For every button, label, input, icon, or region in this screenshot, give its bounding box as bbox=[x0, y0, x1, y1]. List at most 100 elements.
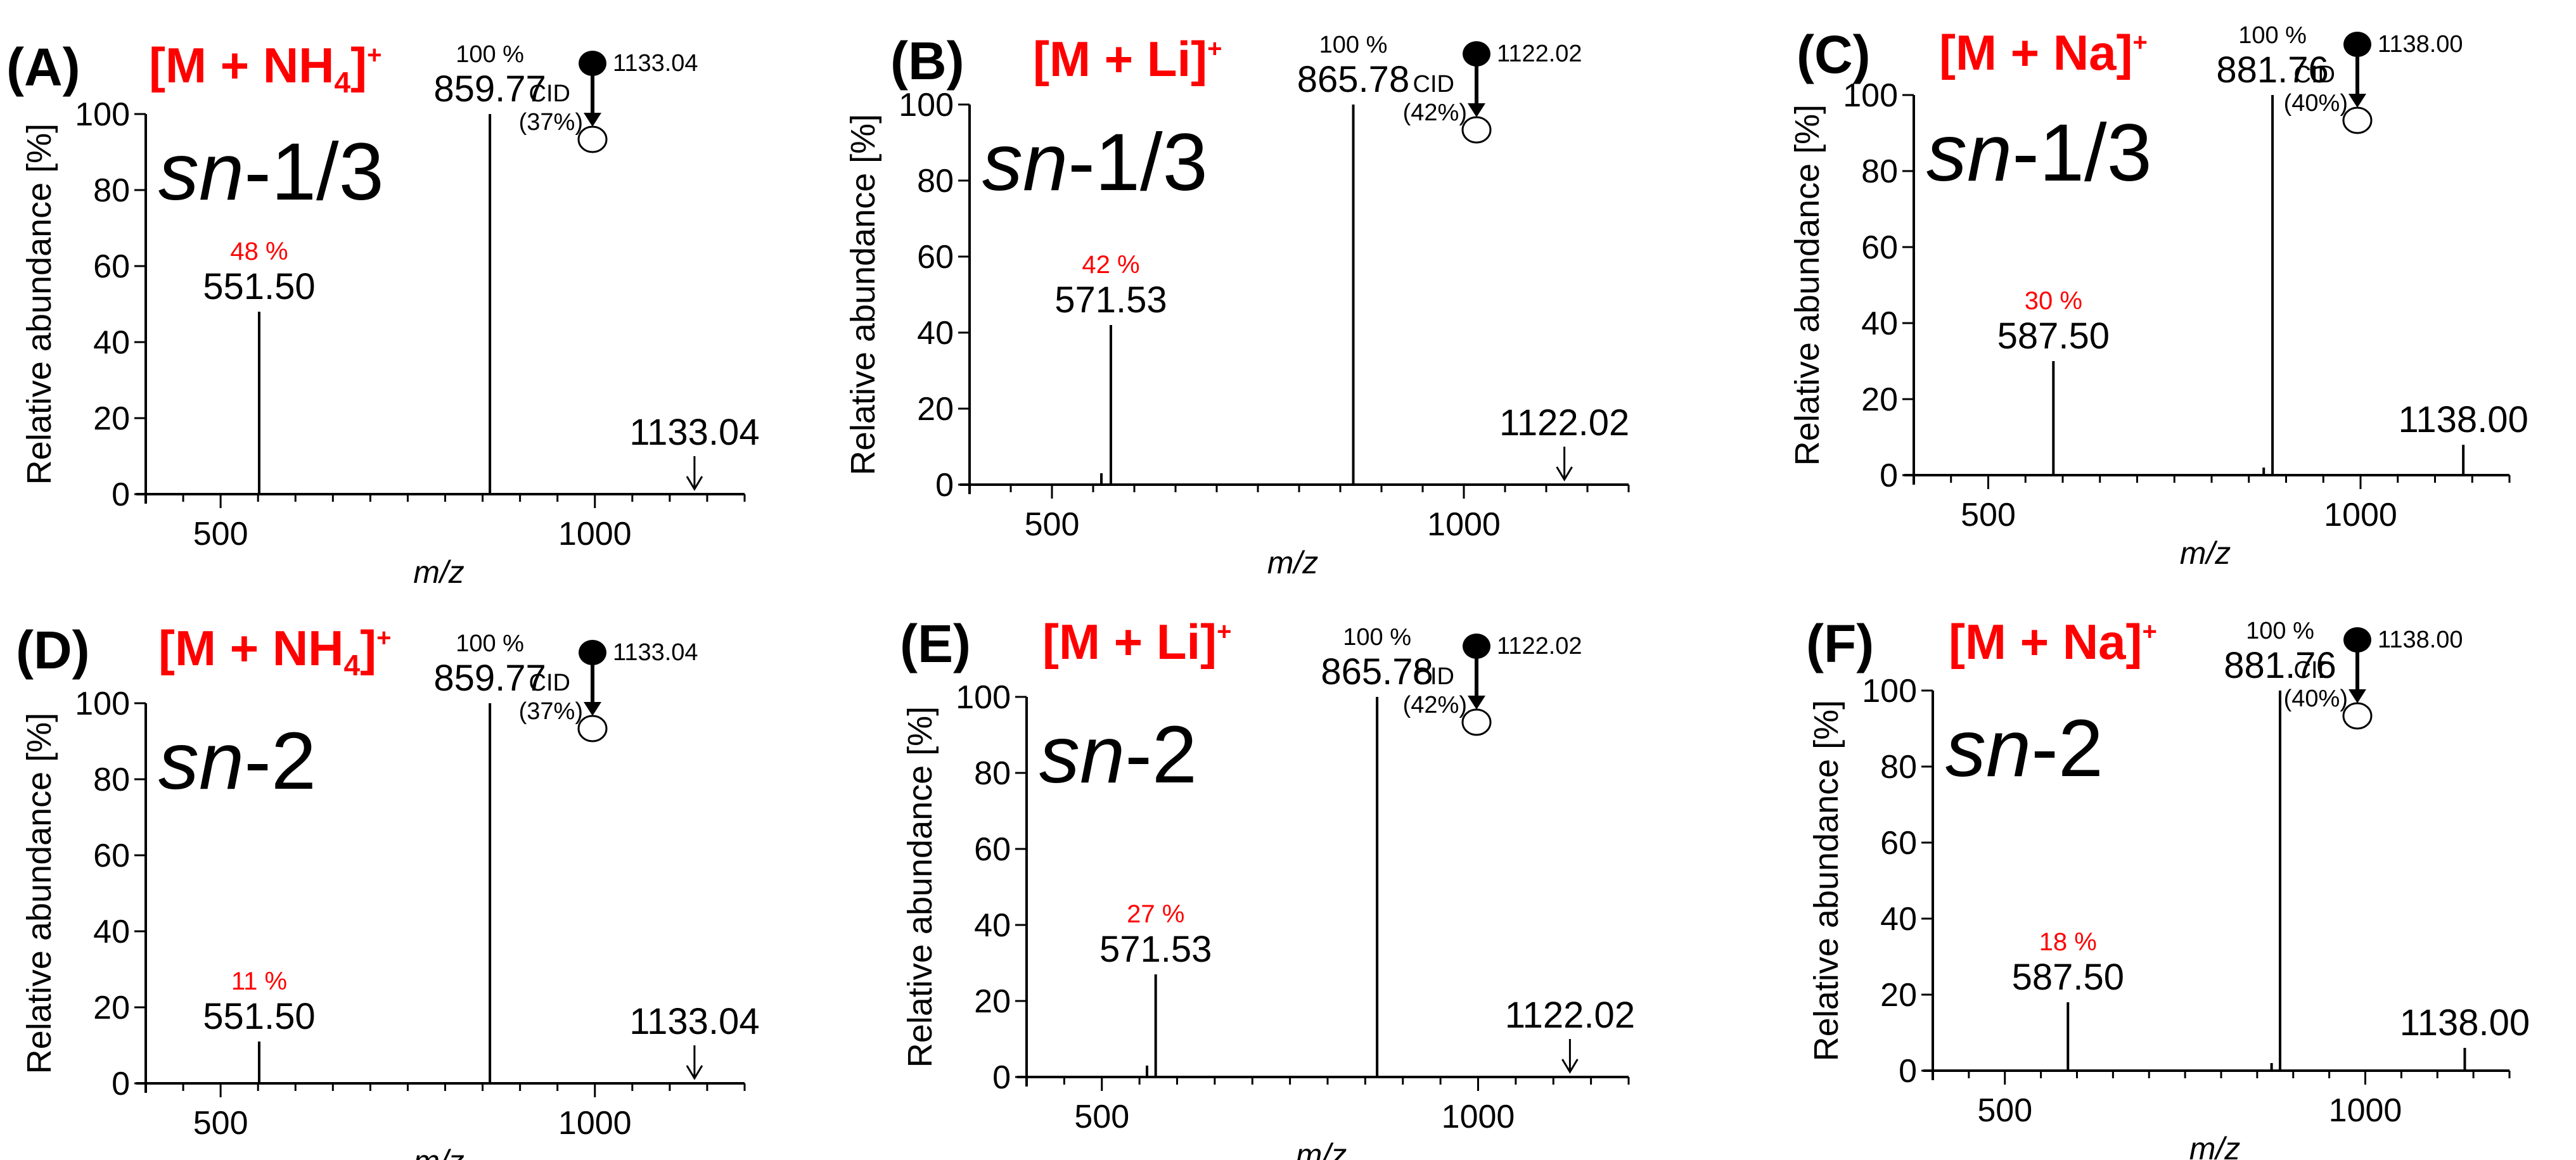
peak-mz-label: 859.77 bbox=[433, 658, 546, 699]
peak-percent-label: 30 % bbox=[2025, 287, 2082, 315]
y-tick-label: 60 bbox=[93, 248, 130, 285]
y-tick-label: 80 bbox=[917, 163, 954, 200]
adduct-main: [M + Li] bbox=[1042, 614, 1217, 670]
fragment-ion-icon bbox=[577, 125, 608, 153]
cid-label: CID bbox=[529, 670, 570, 696]
y-axis-label: Relative abundance [%] bbox=[1788, 105, 1826, 466]
cid-arrowhead-icon bbox=[584, 702, 601, 716]
panel-label: (B) bbox=[890, 31, 964, 91]
sn-suffix: -2 bbox=[1125, 710, 1197, 800]
x-tick-label: 500 bbox=[1961, 497, 2016, 533]
panel-label: (F) bbox=[1806, 614, 1874, 673]
precursor-ion-icon bbox=[1463, 41, 1490, 67]
sn-suffix: -1/3 bbox=[2012, 108, 2152, 198]
precursor-arrow-head bbox=[1556, 466, 1573, 481]
cid-energy-label: (40%) bbox=[2284, 685, 2348, 712]
x-axis-label: m/z bbox=[1267, 545, 1319, 580]
y-tick-label: 0 bbox=[112, 1066, 130, 1102]
cid-energy-label: (42%) bbox=[1403, 99, 1467, 126]
x-axis-label: m/z bbox=[413, 1144, 465, 1160]
y-tick-label: 60 bbox=[917, 239, 954, 276]
sn-prefix: sn bbox=[158, 716, 244, 806]
y-tick-label: 80 bbox=[1861, 153, 1898, 190]
sn-prefix: sn bbox=[158, 127, 244, 217]
peak-percent-label: 100 % bbox=[456, 41, 524, 68]
precursor-arrow-head bbox=[686, 476, 703, 491]
sn-position-label: sn-1/3 bbox=[1926, 108, 2152, 198]
spectrum-panel-d: (D) [M + NH4]+ sn-2 0 20 40 60 80 100 500 1000 Rela… bbox=[16, 620, 760, 1160]
sn-prefix: sn bbox=[982, 117, 1068, 208]
adduct-charge: + bbox=[2143, 618, 2157, 646]
cid-precursor-mz: 1122.02 bbox=[1497, 633, 1582, 660]
sn-prefix: sn bbox=[1926, 108, 2012, 198]
sn-prefix: sn bbox=[1945, 703, 2031, 794]
cid-energy-label: (40%) bbox=[2284, 90, 2348, 117]
peak-percent-label: 48 % bbox=[230, 238, 288, 265]
cid-precursor-mz: 1138.00 bbox=[2378, 31, 2463, 58]
peak-percent-label: 11 % bbox=[231, 967, 287, 995]
adduct-main: [M + NH bbox=[158, 620, 344, 676]
cid-arrowhead-icon bbox=[584, 113, 601, 127]
adduct-charge: + bbox=[367, 41, 381, 69]
y-axis-label: Relative abundance [%] bbox=[20, 713, 58, 1074]
spectrum-panel-a: (A) [M + NH4]+ sn-1/3 0 20 40 60 80 100 500 1000 Re… bbox=[6, 37, 760, 590]
y-axis-label: Relative abundance [%] bbox=[1807, 700, 1845, 1061]
peak-mz-label: 1122.02 bbox=[1505, 995, 1635, 1036]
cid-energy-label: (37%) bbox=[519, 698, 583, 725]
y-tick-label: 80 bbox=[974, 755, 1011, 792]
peak-percent-label: 42 % bbox=[1082, 251, 1139, 279]
cid-energy-label: (37%) bbox=[519, 109, 583, 136]
x-tick-label: 1000 bbox=[2324, 497, 2397, 533]
y-tick-label: 100 bbox=[956, 679, 1011, 716]
peak-percent-label: 100 % bbox=[2238, 22, 2307, 49]
adduct-close: ] bbox=[360, 620, 376, 676]
cid-label: CID bbox=[1413, 71, 1454, 98]
panel-label: (E) bbox=[900, 614, 971, 673]
y-tick-label: 20 bbox=[917, 391, 954, 428]
adduct-title: [M + NH4]+ bbox=[149, 37, 381, 99]
adduct-title: [M + NH4]+ bbox=[158, 620, 391, 682]
sn-position-label: sn-2 bbox=[1039, 710, 1197, 800]
y-tick-label: 40 bbox=[974, 907, 1011, 944]
x-tick-label: 1000 bbox=[558, 516, 632, 552]
x-axis-label: m/z bbox=[2180, 535, 2231, 571]
cid-label: CID bbox=[2294, 657, 2335, 684]
y-tick-label: 100 bbox=[75, 96, 130, 133]
peak-mz-label: 587.50 bbox=[2012, 957, 2124, 998]
peak-mz-label: 881.76 bbox=[2216, 49, 2328, 91]
y-tick-label: 40 bbox=[93, 914, 130, 950]
y-tick-label: 20 bbox=[1880, 977, 1917, 1014]
y-tick-label: 20 bbox=[93, 990, 130, 1026]
adduct-title: [M + Na]+ bbox=[1939, 25, 2148, 80]
y-tick-label: 60 bbox=[1880, 825, 1917, 862]
cid-arrowhead-icon bbox=[2349, 94, 2366, 108]
cid-precursor-mz: 1122.02 bbox=[1497, 41, 1582, 67]
x-tick-label: 500 bbox=[193, 516, 248, 552]
precursor-arrow-head bbox=[686, 1065, 703, 1080]
cid-label: CID bbox=[529, 80, 570, 107]
adduct-charge: + bbox=[2133, 29, 2148, 56]
peak-mz-label: 571.53 bbox=[1099, 929, 1212, 970]
panel-label: (A) bbox=[6, 37, 80, 97]
sn-position-label: sn-2 bbox=[1945, 703, 2103, 794]
peak-percent-label: 100 % bbox=[1319, 32, 1388, 58]
cid-precursor-mz: 1133.04 bbox=[613, 639, 698, 666]
cid-precursor-mz: 1138.00 bbox=[2378, 627, 2463, 653]
y-tick-label: 0 bbox=[1880, 457, 1898, 494]
cid-precursor-mz: 1133.04 bbox=[613, 50, 698, 77]
peak-mz-label: 1133.04 bbox=[629, 412, 759, 453]
x-tick-label: 500 bbox=[1074, 1099, 1129, 1135]
peak-percent-label: 100 % bbox=[456, 630, 524, 657]
y-tick-label: 0 bbox=[1899, 1053, 1917, 1090]
peak-mz-label: 551.50 bbox=[203, 266, 315, 307]
adduct-title: [M + Na]+ bbox=[1949, 614, 2157, 670]
y-axis-label: Relative abundance [%] bbox=[20, 124, 58, 485]
y-tick-label: 100 bbox=[899, 87, 954, 124]
y-tick-label: 60 bbox=[974, 831, 1011, 868]
precursor-ion-icon bbox=[2343, 627, 2371, 653]
y-tick-label: 60 bbox=[1861, 229, 1898, 266]
cid-arrowhead-icon bbox=[1468, 696, 1485, 710]
panel-label: (C) bbox=[1797, 25, 1871, 84]
y-tick-label: 40 bbox=[917, 315, 954, 352]
adduct-subscript: 4 bbox=[335, 66, 351, 99]
